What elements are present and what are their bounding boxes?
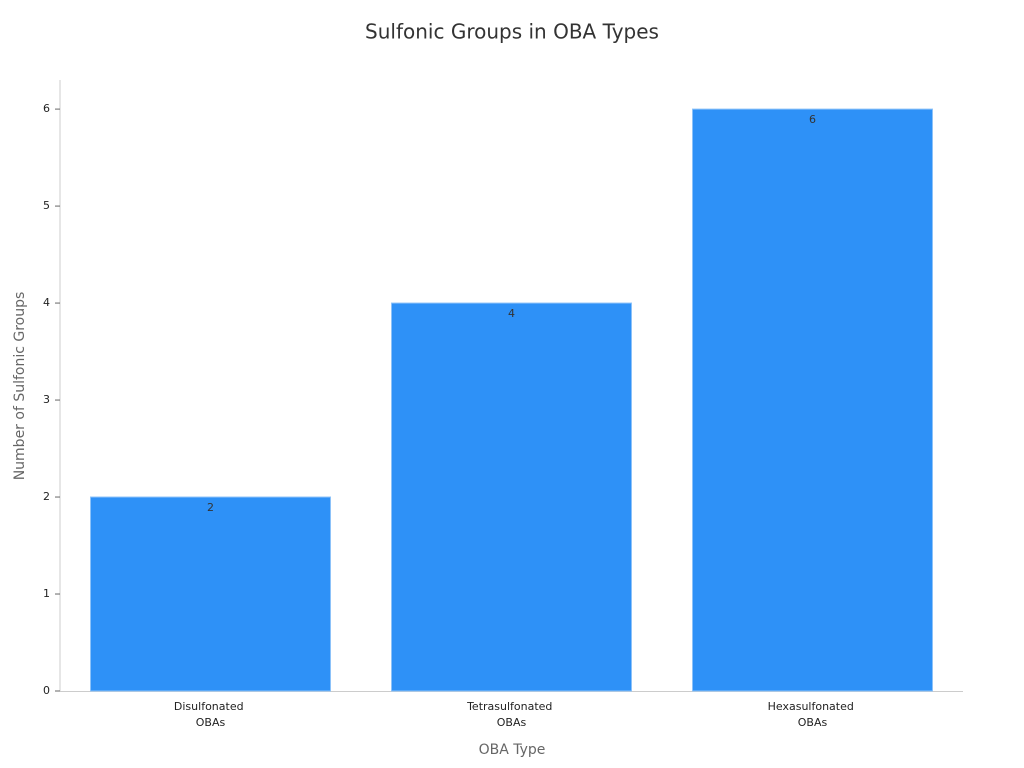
value-label: 6 [809,113,816,126]
y-tick-label: 5 [43,199,50,212]
value-label: 4 [508,307,515,320]
bar [90,496,331,692]
y-tick-label: 1 [43,587,50,600]
x-tick-label: Disulfonated OBAs [174,700,247,729]
y-tick-label: 4 [43,296,50,309]
x-tick-label: Hexasulfonated OBAs [768,700,858,729]
bar [391,302,632,692]
y-tick-label: 2 [43,490,50,503]
x-axis-label: OBA Type [479,742,546,758]
value-label: 2 [207,501,214,514]
y-tick-label: 6 [43,102,50,115]
y-tick-label: 3 [43,393,50,406]
x-tick-label: Tetrasulfonated OBAs [466,700,556,729]
y-tick-label: 0 [43,684,50,697]
chart-title: Sulfonic Groups in OBA Types [365,20,659,44]
y-axis-label: Number of Sulfonic Groups [12,292,28,481]
bar [692,108,933,692]
